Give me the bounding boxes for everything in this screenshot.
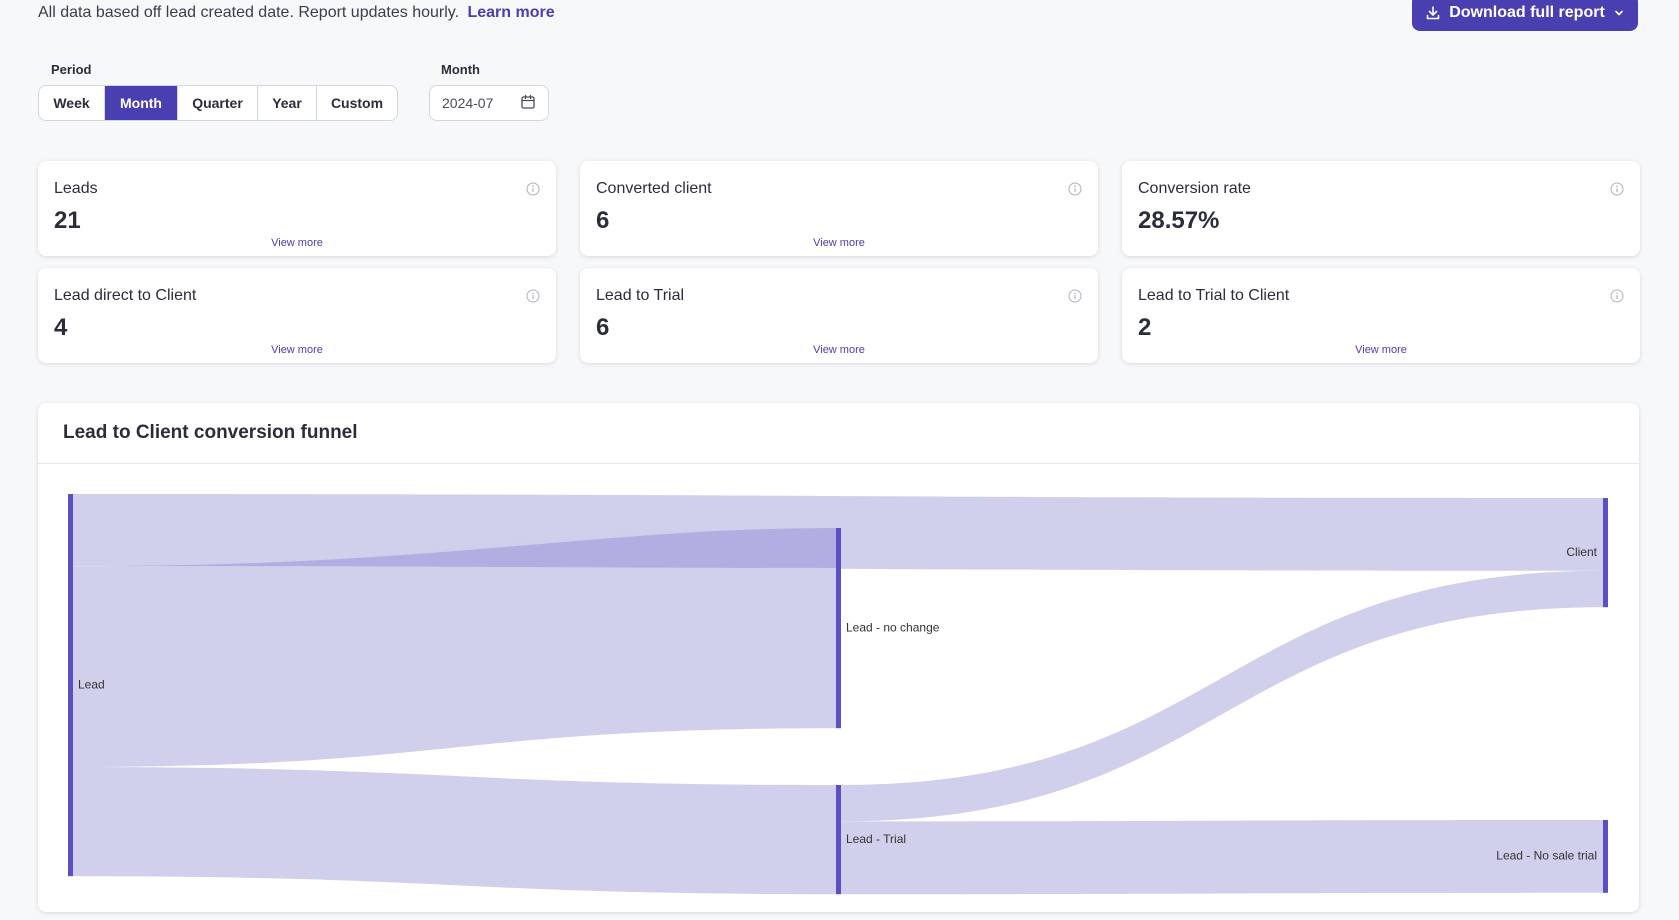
funnel-link-highlight — [93, 528, 836, 568]
funnel-node-label: Lead - Trial — [846, 832, 906, 846]
card-lead-direct-to-client: Lead direct to Client 4 View more — [38, 268, 556, 363]
funnel-node-lead[interactable] — [68, 494, 73, 877]
info-icon[interactable] — [1610, 289, 1624, 308]
funnel-node-no-sale[interactable] — [1603, 820, 1608, 893]
conversion-funnel-panel: Lead to Client conversion funnel Lead Lea… — [38, 403, 1639, 912]
card-title: Lead to Trial to Client — [1138, 287, 1290, 304]
info-icon[interactable] — [1068, 182, 1082, 201]
download-icon — [1426, 5, 1440, 20]
view-more-link[interactable]: View more — [271, 344, 323, 356]
view-more-link[interactable]: View more — [271, 237, 323, 249]
card-leads: Leads 21 View more — [38, 161, 556, 256]
month-date-input[interactable]: 2024-07 — [429, 85, 549, 121]
chevron-down-icon[interactable] — [1614, 8, 1624, 18]
view-more-link[interactable]: View more — [813, 237, 865, 249]
card-value: 28.57% — [1138, 207, 1220, 234]
view-more-link[interactable]: View more — [813, 344, 865, 356]
card-title: Lead direct to Client — [54, 287, 197, 304]
card-lead-to-trial: Lead to Trial 6 View more — [580, 268, 1098, 363]
download-report-button[interactable]: Download full report — [1412, 0, 1638, 31]
funnel-node-label: Lead - No sale trial — [1496, 849, 1597, 863]
card-conversion-rate: Conversion rate 28.57% — [1122, 161, 1640, 256]
funnel-node-no-change[interactable] — [836, 528, 841, 729]
card-title: Converted client — [596, 180, 712, 197]
period-custom-button[interactable]: Custom — [330, 95, 384, 111]
funnel-node-label: Client — [1566, 545, 1597, 559]
funnel-sankey: Lead Lead - no change Lead - Trial Client Le… — [68, 494, 1608, 895]
report-info-text: All data based off lead created date. Re… — [38, 4, 460, 21]
card-value: 2 — [1138, 314, 1152, 341]
period-quarter-button[interactable]: Quarter — [178, 86, 258, 120]
period-week-button[interactable]: Week — [39, 86, 105, 120]
card-value: 6 — [596, 207, 610, 234]
card-title: Lead to Trial — [596, 287, 685, 304]
funnel-node-label: Lead - no change — [846, 620, 940, 634]
funnel-link-lead-to-trial[interactable] — [73, 767, 836, 895]
funnel-link-trial-to-client[interactable] — [841, 570, 1603, 822]
funnel-node-label: Lead — [78, 677, 105, 691]
card-value: 21 — [54, 207, 81, 234]
calendar-icon[interactable] — [520, 94, 536, 113]
funnel-link-lead-to-no_change[interactable] — [73, 528, 836, 767]
funnel-node-trial[interactable] — [836, 785, 841, 895]
info-icon[interactable] — [1068, 289, 1082, 308]
card-title: Conversion rate — [1138, 180, 1251, 197]
info-icon[interactable] — [526, 182, 540, 201]
info-icon[interactable] — [526, 289, 540, 308]
period-month-button[interactable]: Month — [105, 86, 178, 120]
period-year-button[interactable]: Year — [258, 86, 317, 120]
card-value: 4 — [54, 314, 68, 341]
funnel-title: Lead to Client conversion funnel — [38, 403, 1639, 464]
period-selector: Week Month Quarter Year Custom — [38, 85, 398, 121]
view-more-link[interactable]: View more — [1355, 344, 1407, 356]
card-value: 6 — [596, 314, 610, 341]
card-converted-client: Converted client 6 View more — [580, 161, 1098, 256]
report-info: All data based off lead created date. Re… — [38, 4, 555, 22]
card-title: Leads — [54, 180, 98, 197]
funnel-node-client[interactable] — [1603, 498, 1608, 608]
funnel-link-trial-to-no_sale[interactable] — [841, 820, 1603, 895]
month-label: Month — [441, 62, 480, 77]
month-value: 2024-07 — [442, 95, 494, 111]
download-label: Download full report — [1449, 3, 1605, 21]
learn-more-link[interactable]: Learn more — [467, 4, 555, 21]
info-icon[interactable] — [1610, 182, 1624, 201]
card-lead-to-trial-to-client: Lead to Trial to Client 2 View more — [1122, 268, 1640, 363]
period-label: Period — [51, 62, 92, 77]
